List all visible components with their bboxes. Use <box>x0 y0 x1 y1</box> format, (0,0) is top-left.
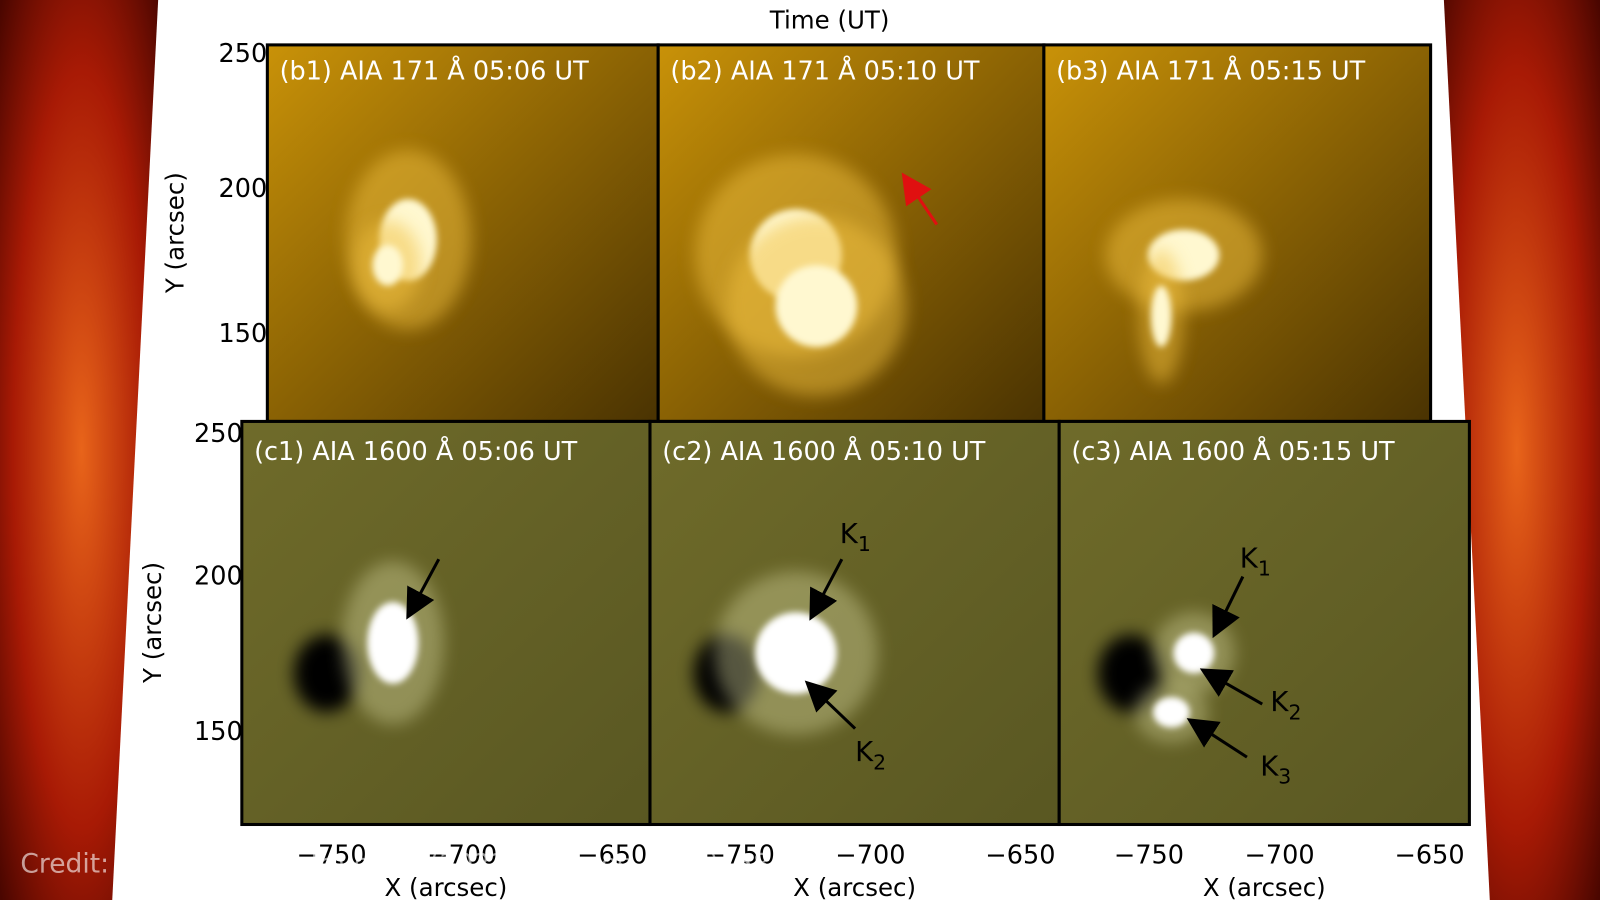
y-tick-label: 150 <box>194 717 243 747</box>
panels: (b1) AIA 171 Å 05:06 UT (b2) AIA 171 Å 05… <box>138 39 1471 900</box>
panel-label: (b3) AIA 171 Å 05:15 UT <box>1056 57 1366 87</box>
panel-image <box>1057 419 1471 827</box>
panel-label: (c2) AIA 1600 Å 05:10 UT <box>662 437 986 467</box>
bright-core <box>372 244 404 286</box>
ribbon <box>367 602 419 684</box>
y-tick-label: 200 <box>219 174 268 204</box>
x-axis-title: X (arcsec) <box>1203 873 1326 900</box>
arrow <box>1199 668 1264 706</box>
panel: (b1) AIA 171 Å 05:06 UT <box>265 43 660 423</box>
x-tick-label: −750 <box>297 840 367 870</box>
marker-label: K3 <box>1260 751 1291 789</box>
ribbon <box>1173 632 1215 674</box>
bright-core <box>1151 285 1172 347</box>
arrow <box>406 558 441 620</box>
marker-letter: K <box>1260 751 1279 783</box>
marker-letter: K <box>1270 686 1289 718</box>
x-tick-label: −650 <box>577 840 647 870</box>
panel: (c1) AIA 1600 Å 05:06 UT <box>240 419 652 827</box>
red-arrow <box>901 172 939 226</box>
time-axis-title: Time (UT) <box>769 6 890 35</box>
x-tick-label: −700 <box>1245 840 1315 870</box>
x-tick-label: −750 <box>705 840 775 870</box>
marker-letter: K <box>855 736 874 768</box>
bright-core <box>775 265 858 347</box>
y-tick-label: 150 <box>219 319 268 349</box>
arrow <box>804 680 857 730</box>
y-axis-title: Y (arcsec) <box>138 562 167 684</box>
marker-subscript: 2 <box>1288 700 1301 724</box>
x-axis-title: X (arcsec) <box>384 873 507 900</box>
panel: (c3) AIA 1600 Å 05:15 UT <box>1057 419 1471 827</box>
marker-subscript: 3 <box>1278 765 1291 789</box>
y-tick-label: 200 <box>194 562 243 592</box>
ribbon <box>755 612 837 694</box>
y-axis-title: Y (arcsec) <box>161 172 190 294</box>
arrow <box>809 558 844 621</box>
marker-letter: K <box>840 518 859 550</box>
panel-label: (b1) AIA 171 Å 05:06 UT <box>280 57 590 87</box>
marker-subscript: 1 <box>1258 557 1271 581</box>
panel-label: (c3) AIA 1600 Å 05:15 UT <box>1071 437 1395 467</box>
marker-subscript: 2 <box>873 750 886 774</box>
arrow <box>1212 575 1245 639</box>
x-tick-label: −650 <box>985 840 1055 870</box>
x-axis-title: X (arcsec) <box>793 873 916 900</box>
marker-label: K1 <box>840 518 871 556</box>
marker-label: K2 <box>1270 686 1301 724</box>
x-tick-label: −700 <box>835 840 905 870</box>
panel-label: (b2) AIA 171 Å 05:10 UT <box>670 57 980 87</box>
panel-image <box>240 419 652 827</box>
marker-label: K2 <box>855 736 886 774</box>
arrow <box>1186 718 1248 759</box>
marker-letter: K <box>1240 542 1259 574</box>
x-tick-label: −700 <box>427 840 497 870</box>
marker-label: K1 <box>1240 542 1271 580</box>
panel: (b3) AIA 171 Å 05:15 UT <box>1042 43 1433 423</box>
ribbon <box>1153 696 1190 728</box>
credit: Credit: Ramesh Chandra et al. (2022)Gala… <box>20 848 769 879</box>
x-tick-label: −750 <box>1114 840 1184 870</box>
panel-label: (c1) AIA 1600 Å 05:06 UT <box>254 437 578 467</box>
x-tick-label: −650 <box>1395 840 1465 870</box>
marker-subscript: 1 <box>858 532 871 556</box>
panel: (b2) AIA 171 Å 05:10 UT <box>656 43 1046 423</box>
y-tick-label: 250 <box>194 419 243 449</box>
y-tick-label: 250 <box>219 39 268 69</box>
